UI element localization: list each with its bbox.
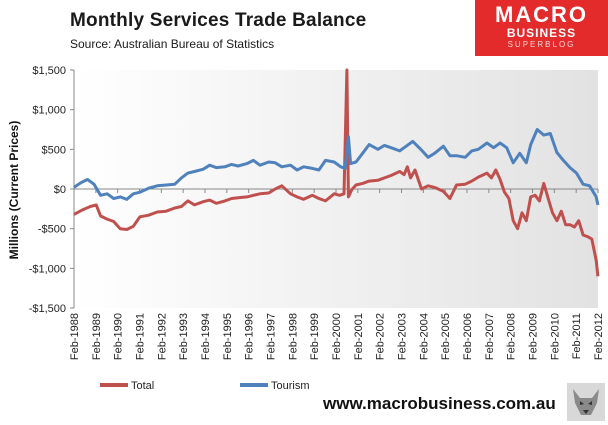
website-url: www.macrobusiness.com.au xyxy=(323,394,556,413)
x-tick-label: Feb-2008 xyxy=(506,313,518,360)
x-tick-label: Feb-1999 xyxy=(309,313,321,360)
x-tick-label: Feb-1988 xyxy=(69,313,81,360)
x-tick-label: Feb-2009 xyxy=(528,313,540,360)
x-axis: Feb-1988 Feb-1989 Feb-1990 Feb-1991 Feb-1992… xyxy=(69,188,605,360)
x-tick-label: Feb-2007 xyxy=(484,313,496,360)
x-tick-label: Feb-1994 xyxy=(200,313,212,360)
series-line-tourism xyxy=(73,128,600,206)
x-tick-label: Feb-1998 xyxy=(287,313,299,360)
x-tick-label: Feb-1997 xyxy=(266,313,278,360)
legend-label-tourism: Tourism xyxy=(271,380,310,392)
y-tick-label: -$500 xyxy=(38,224,66,236)
y-tick-label: -$1,000 xyxy=(29,263,66,275)
x-tick-label: Feb-2011 xyxy=(571,313,583,359)
y-tick-label: $500 xyxy=(42,144,66,156)
x-tick-label: Feb-1993 xyxy=(178,313,190,360)
x-tick-label: Feb-1990 xyxy=(113,313,125,360)
logo-line-1: MACRO xyxy=(494,2,589,27)
y-tick-label: $1,500 xyxy=(32,65,66,77)
legend: Total Tourism xyxy=(100,380,310,392)
y-tick-label: $0 xyxy=(54,184,66,196)
x-tick-label: Feb-2005 xyxy=(440,313,452,360)
x-tick-label: Feb-1996 xyxy=(244,313,256,360)
x-tick-label: Feb-2002 xyxy=(375,313,387,360)
x-tick-label: Feb-2003 xyxy=(397,313,409,360)
x-tick-label: Feb-1991 xyxy=(135,313,147,360)
x-tick-label: Feb-1995 xyxy=(222,313,234,360)
x-tick-label: Feb-2004 xyxy=(418,313,430,360)
macrobusiness-logo: MACRO BUSINESS SUPERBLOG xyxy=(475,0,608,56)
series-line-total xyxy=(73,68,600,277)
y-axis: $1,500 $1,000 $500 $0 -$500 -$1,000 -$1,500 xyxy=(29,65,75,315)
x-tick-label: Feb-1989 xyxy=(91,313,103,360)
chart-subtitle: Source: Australian Bureau of Statistics xyxy=(70,37,275,51)
wolf-logo-icon xyxy=(567,383,605,421)
series-layer xyxy=(73,68,600,277)
y-tick-label: -$1,500 xyxy=(29,303,66,315)
x-tick-label: Feb-2010 xyxy=(549,313,561,360)
x-tick-label: Feb-2001 xyxy=(353,313,365,360)
x-tick-label: Feb-2006 xyxy=(462,313,474,360)
x-tick-label: Feb-2000 xyxy=(331,313,343,360)
x-tick-label: Feb-2012 xyxy=(593,313,605,360)
legend-label-total: Total xyxy=(131,380,154,392)
logo-line-3: SUPERBLOG xyxy=(507,40,576,49)
y-tick-label: $1,000 xyxy=(32,105,66,117)
x-tick-label: Feb-1992 xyxy=(156,313,168,360)
chart-title: Monthly Services Trade Balance xyxy=(70,10,367,31)
logo-line-2: BUSINESS xyxy=(506,26,577,40)
y-axis-label: Millions (Current Prices) xyxy=(7,121,21,260)
